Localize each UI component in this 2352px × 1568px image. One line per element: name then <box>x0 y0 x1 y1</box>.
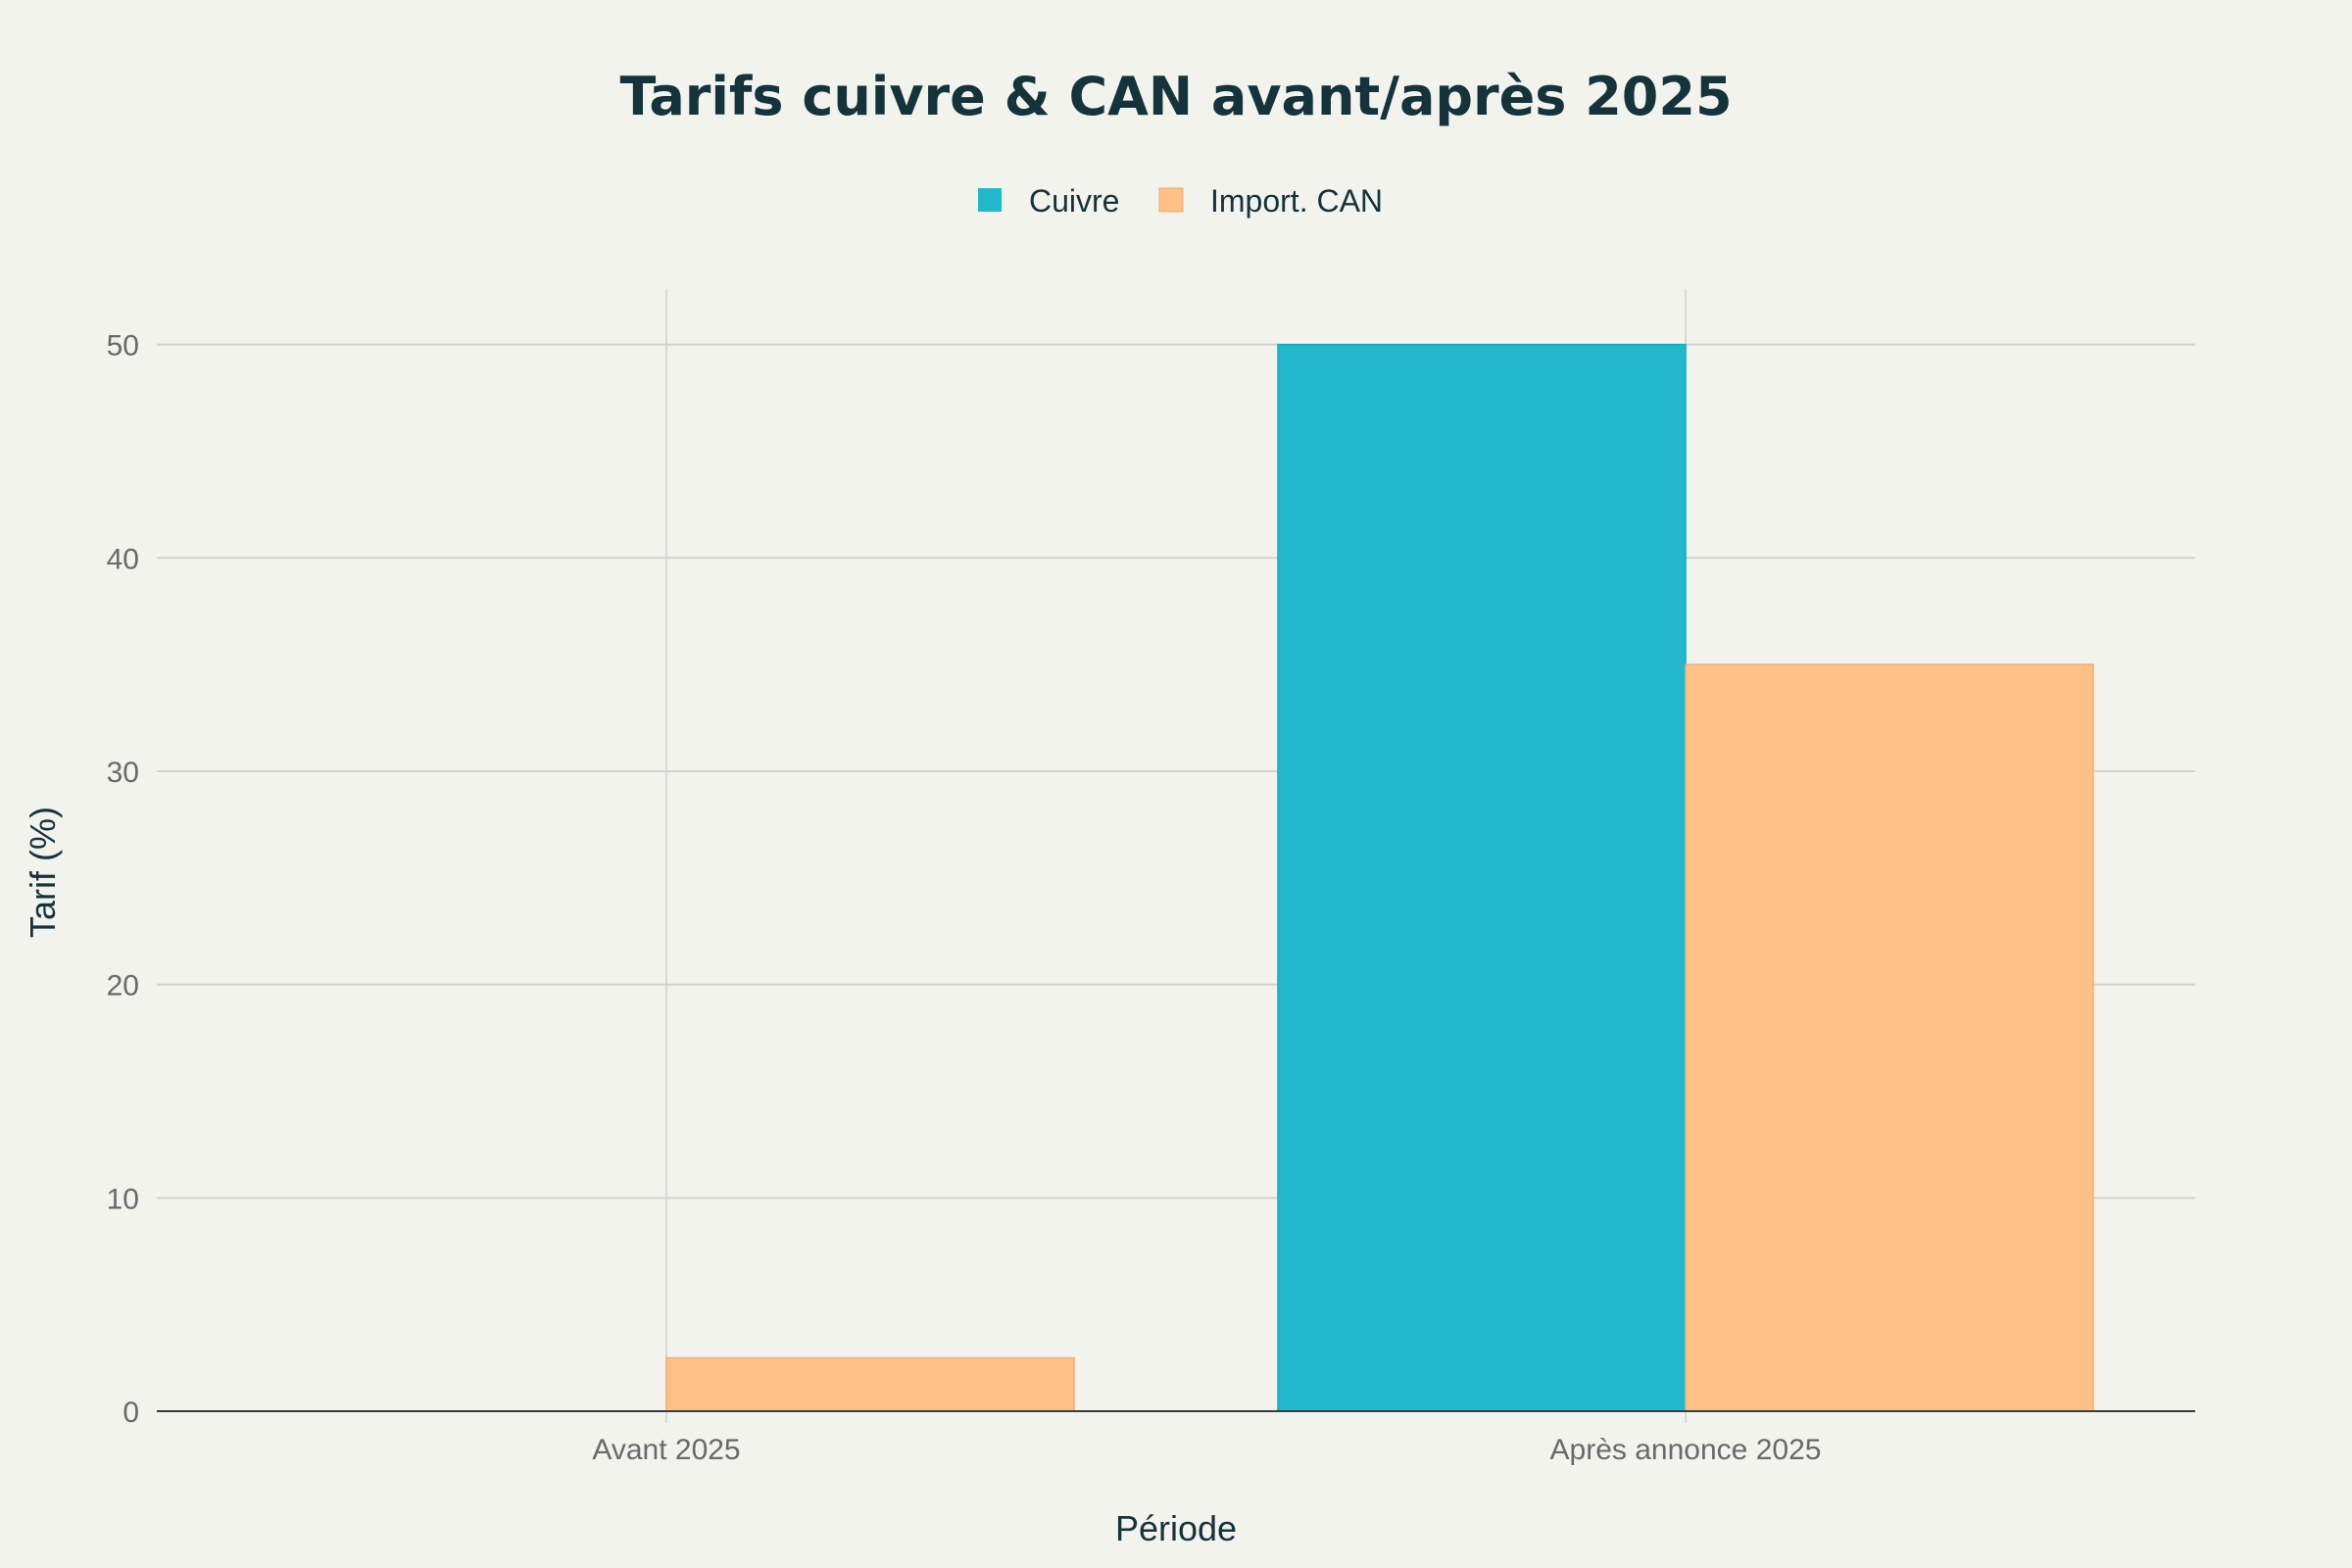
legend-swatch-import-can <box>1158 187 1184 213</box>
y-axis-title: Tarif (%) <box>23 807 63 938</box>
legend-label-cuivre: Cuivre <box>1029 183 1119 219</box>
bar-cuivre-1 <box>1277 343 1687 1412</box>
bar-import-can-0 <box>665 1356 1075 1412</box>
y-tick-label: 30 <box>107 757 139 789</box>
legend-swatch-cuivre <box>978 188 1002 212</box>
y-tick-label: 20 <box>107 970 139 1003</box>
x-tick-label: Après annonce 2025 <box>1550 1434 1822 1466</box>
x-tick-label: Avant 2025 <box>592 1434 740 1466</box>
x-axis-title: Période <box>1115 1508 1237 1548</box>
axes: 0 10 20 30 40 50 Avant 2025 Après annonce 2025 <box>107 330 2195 1466</box>
legend-label-import-can: Import. CAN <box>1210 183 1383 219</box>
legend: Cuivre Import. CAN <box>978 183 1383 219</box>
y-tick-label: 40 <box>107 543 139 575</box>
bars <box>665 343 2094 1412</box>
bar-import-can-1 <box>1685 663 2094 1412</box>
y-tick-label: 0 <box>122 1396 139 1429</box>
chart-title: Tarifs cuivre & CAN avant/après 2025 <box>619 66 1732 127</box>
y-tick-label: 50 <box>107 330 139 363</box>
y-tick-label: 10 <box>107 1183 139 1215</box>
